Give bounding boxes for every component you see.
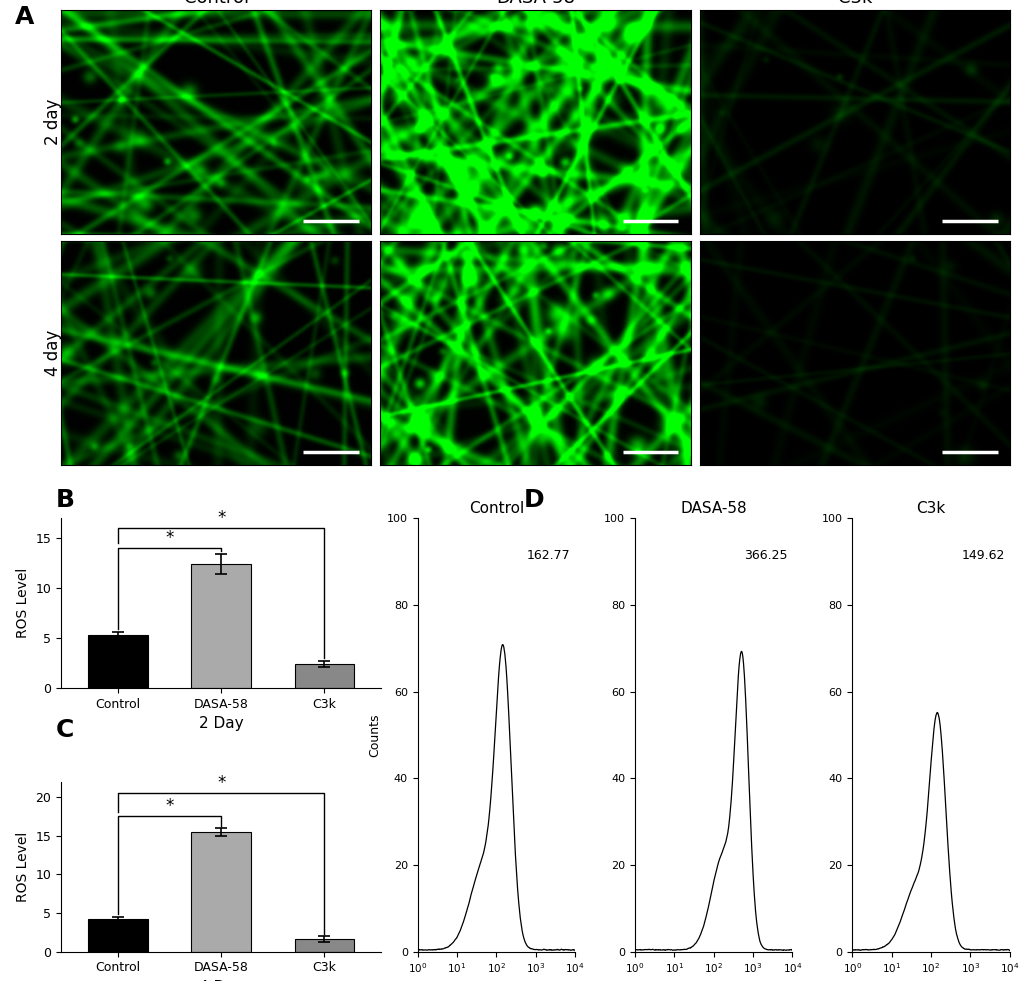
Title: DASA-58: DASA-58 bbox=[680, 500, 746, 516]
X-axis label: 2 Day: 2 Day bbox=[199, 716, 244, 732]
Text: 149.62: 149.62 bbox=[961, 548, 1004, 561]
Bar bbox=[88, 635, 148, 688]
Text: B: B bbox=[56, 488, 75, 511]
Text: D: D bbox=[523, 488, 543, 511]
Text: C: C bbox=[56, 718, 74, 742]
Text: *: * bbox=[165, 797, 173, 815]
Y-axis label: 2 day: 2 day bbox=[44, 99, 62, 145]
Bar bbox=[192, 564, 251, 688]
Title: Control: Control bbox=[183, 0, 249, 7]
Text: A: A bbox=[15, 5, 35, 28]
Bar bbox=[192, 832, 251, 952]
Text: *: * bbox=[217, 509, 225, 527]
Title: Control: Control bbox=[469, 500, 524, 516]
Title: DASA-58: DASA-58 bbox=[495, 0, 575, 7]
Bar bbox=[294, 939, 354, 952]
X-axis label: 4 Day: 4 Day bbox=[199, 980, 244, 981]
Y-axis label: 4 day: 4 day bbox=[44, 330, 62, 376]
Text: *: * bbox=[165, 529, 173, 546]
Text: 366.25: 366.25 bbox=[744, 548, 787, 561]
Y-axis label: ROS Level: ROS Level bbox=[16, 568, 30, 639]
Title: C3k: C3k bbox=[837, 0, 871, 7]
Y-axis label: Counts: Counts bbox=[368, 713, 381, 756]
Title: C3k: C3k bbox=[915, 500, 945, 516]
Y-axis label: ROS Level: ROS Level bbox=[16, 832, 30, 902]
Bar bbox=[88, 919, 148, 952]
Text: 162.77: 162.77 bbox=[527, 548, 570, 561]
Bar bbox=[294, 664, 354, 688]
Text: *: * bbox=[217, 774, 225, 792]
